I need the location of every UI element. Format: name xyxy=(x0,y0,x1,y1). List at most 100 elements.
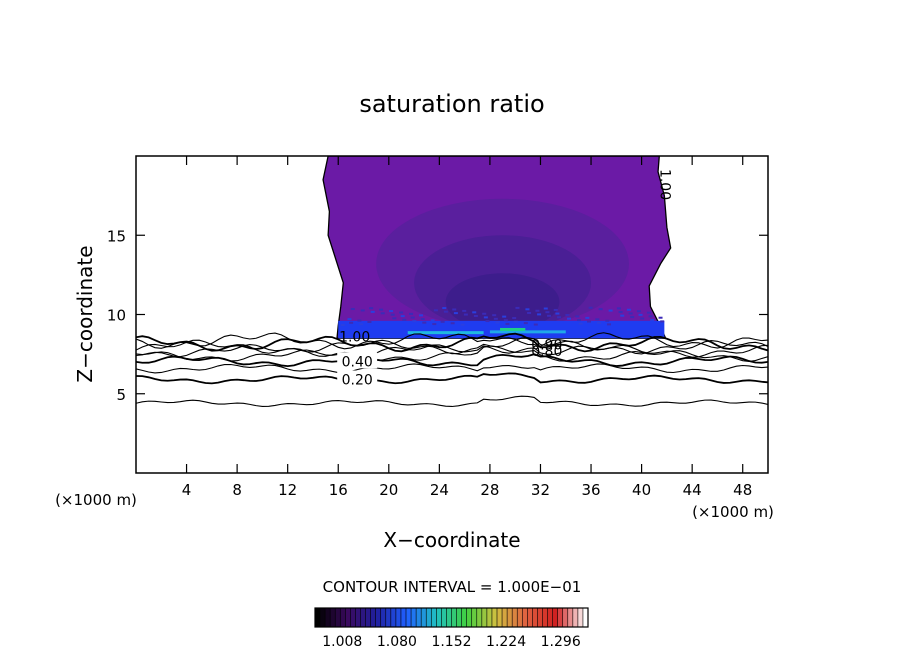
cloud-speckle xyxy=(442,307,447,310)
contour-line xyxy=(136,332,768,353)
x-tick-label: 24 xyxy=(430,481,449,499)
colorbar-cell xyxy=(562,608,569,627)
cloud-speckle xyxy=(453,312,458,315)
colorbar-cell xyxy=(451,608,457,627)
colorbar-cell xyxy=(436,608,442,627)
x-tick-label: 32 xyxy=(531,481,550,499)
x-axis: 4 8 12 16 20 24 28 32 36 40 44 48 xyxy=(182,156,752,499)
contour-label: 0.40 xyxy=(342,354,373,370)
cloud-speckle xyxy=(640,317,645,320)
colorbar-cell xyxy=(426,608,432,627)
cloud-speckle xyxy=(525,308,530,311)
cloud-speckle xyxy=(419,314,424,317)
cloud-speckle xyxy=(608,309,613,312)
colorbar-cell xyxy=(491,608,498,627)
colorbar-cell xyxy=(325,608,331,627)
colorbar-cell xyxy=(471,608,478,627)
colorbar-cell xyxy=(497,608,503,627)
cloud-speckle xyxy=(505,322,510,325)
contour-label: 1.00 xyxy=(339,330,370,346)
cloud-speckle xyxy=(605,319,610,322)
x-tick-label: 12 xyxy=(278,481,297,499)
cloud-speckle xyxy=(626,308,631,311)
cloud-speckle xyxy=(557,316,562,319)
contour-line xyxy=(136,332,768,350)
cloud-speckle xyxy=(595,318,600,321)
cloud-speckle xyxy=(598,308,603,311)
cloud-speckle xyxy=(537,313,542,316)
cloud-speckle xyxy=(390,313,395,316)
cloud-speckle xyxy=(648,315,653,318)
colorbar-cell xyxy=(416,608,422,627)
cloud-speckle xyxy=(586,320,591,323)
cloud-speckle xyxy=(410,316,415,319)
cloud-speckle xyxy=(399,311,404,314)
colorbar-tick-label: 1.152 xyxy=(431,634,471,650)
cloud-speckle xyxy=(492,314,497,317)
colorbar-cell xyxy=(441,608,447,627)
contour-label: 0.90 xyxy=(531,338,562,354)
cloud-speckle xyxy=(553,308,558,311)
colorbar-cell xyxy=(365,608,371,627)
colorbar-cell xyxy=(315,608,321,627)
cloud-speckle xyxy=(527,311,532,314)
colorbar-cell xyxy=(370,608,376,627)
contour-label-bg xyxy=(337,352,378,369)
cloud-speckle xyxy=(485,320,490,323)
contour-line xyxy=(136,372,768,385)
cloud-speckle xyxy=(660,320,665,323)
cloud-speckle xyxy=(359,323,364,326)
colorbar-cell xyxy=(456,608,462,627)
colorbar-cell xyxy=(502,608,508,627)
cloud-speckle xyxy=(463,313,468,316)
cloud-speckle xyxy=(578,322,583,325)
cloud-speckle xyxy=(515,306,520,309)
x-unit-left: (×1000 m) xyxy=(55,491,137,509)
cloud-speckle xyxy=(495,321,500,324)
cloud-speckle xyxy=(389,310,394,313)
contour-line xyxy=(136,337,768,355)
cloud-speckle xyxy=(567,317,572,320)
cloud-speckle xyxy=(409,312,414,315)
contour-line xyxy=(136,345,768,363)
colorbar-cell xyxy=(431,608,437,627)
y-tick-label: 10 xyxy=(107,307,126,325)
y-axis: 5 10 15 xyxy=(107,227,768,404)
cloud-speckle xyxy=(357,319,362,322)
cloud-cyan-strip xyxy=(489,330,566,334)
cloud-speckle xyxy=(620,314,625,317)
colorbar-cell xyxy=(355,608,361,627)
colorbar-cell xyxy=(345,608,351,627)
cloud-speckle xyxy=(547,314,552,317)
cloud-speckle xyxy=(533,323,538,326)
cloud-speckle xyxy=(452,308,457,311)
cloud-max-core xyxy=(500,327,526,331)
cloud-speckle xyxy=(638,313,643,316)
contour-lines xyxy=(136,332,768,408)
colorbar-cell xyxy=(486,608,493,627)
cloud-speckle xyxy=(630,316,635,319)
colorbar-cell xyxy=(557,608,564,627)
cloud-speckle xyxy=(402,318,407,321)
colorbar-tick-label: 1.296 xyxy=(541,634,581,650)
cloud-speckle xyxy=(585,316,590,319)
cloud-speckle xyxy=(450,322,455,325)
cloud-speckle xyxy=(618,311,623,314)
contour-line xyxy=(136,363,768,374)
cloud-speckle xyxy=(392,317,397,320)
x-tick-label: 4 xyxy=(182,481,192,499)
colorbar-cell xyxy=(537,608,543,627)
cloud-speckle xyxy=(432,323,437,326)
colorbar-cell xyxy=(340,608,346,627)
colorbar-tick-label: 1.080 xyxy=(377,634,417,650)
cloud-speckle xyxy=(422,321,427,324)
cloud-speckle xyxy=(340,324,345,327)
cloud-speckle xyxy=(369,307,374,310)
colorbar xyxy=(314,607,589,628)
contour-line xyxy=(136,395,768,408)
colorbar-cell xyxy=(380,608,387,627)
x-unit-right: (×1000 m) xyxy=(692,503,774,521)
colorbar-cell xyxy=(335,608,341,627)
y-axis-label: Z−coordinate xyxy=(73,245,97,382)
colorbar-cell xyxy=(577,608,584,627)
